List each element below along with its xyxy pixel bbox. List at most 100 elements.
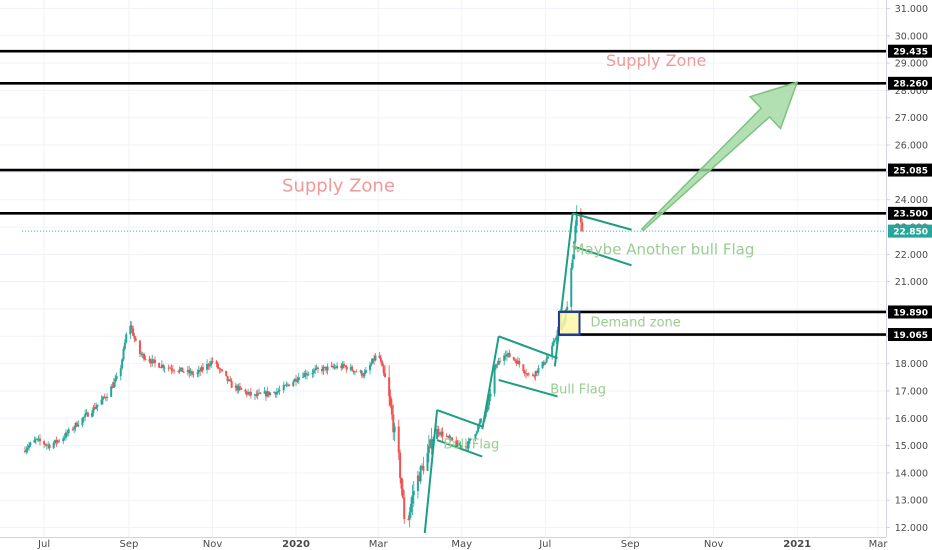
candle-body (247, 392, 250, 395)
candle-body (422, 465, 425, 471)
candle (474, 433, 477, 442)
candle (55, 436, 58, 447)
price-tick-label: 27.000 (895, 113, 928, 124)
candle (336, 362, 339, 370)
candle-body (73, 427, 76, 430)
candle (553, 338, 556, 343)
candle (296, 376, 299, 384)
candle-body (312, 370, 315, 374)
candle-body (373, 358, 376, 361)
candle (132, 325, 135, 337)
candle (515, 358, 518, 366)
price-tick-label: 15.000 (895, 441, 928, 452)
time-tick-label: 2021 (783, 539, 811, 550)
candle-body (75, 422, 78, 427)
candle (381, 360, 384, 367)
candle (533, 374, 536, 380)
candle-body (493, 367, 496, 394)
candle (66, 430, 69, 437)
candle (504, 350, 507, 360)
candle-body (573, 241, 576, 260)
candle (379, 354, 382, 365)
candle-body (48, 444, 51, 449)
candle-body (401, 488, 404, 498)
candle-body (229, 379, 232, 382)
candle-body (129, 325, 132, 335)
candle-body (353, 371, 356, 373)
candle-body (269, 392, 272, 396)
price-axis[interactable]: 31.000 30.000 29.000 28.000 27.000 26.000 25.0… (886, 0, 932, 550)
candle (352, 370, 355, 375)
pattern-label: Maybe Another bull Flag (572, 240, 755, 258)
candle-body (253, 394, 256, 396)
candle-body (292, 381, 295, 387)
candle-body (125, 334, 128, 343)
candle-body (43, 441, 46, 445)
candle-body (123, 342, 126, 349)
time-tick-label: Sep (120, 539, 139, 550)
candle-body (526, 373, 529, 375)
candle (321, 364, 324, 375)
candle-body (323, 366, 326, 368)
candle-body (178, 369, 181, 372)
candle (160, 360, 163, 369)
candle (382, 363, 385, 377)
candle (349, 363, 352, 372)
candle-body (497, 360, 500, 365)
candle (388, 365, 391, 407)
candle-body (468, 438, 471, 441)
candle-body (408, 512, 411, 520)
candle-body (542, 361, 545, 365)
candle-body (248, 391, 251, 393)
candle (273, 391, 276, 394)
candle (82, 416, 85, 423)
time-axis[interactable]: Jul Sep Nov 2020 Mar May Jul Sep Nov 2021 Mar (0, 537, 888, 550)
candle-body (464, 445, 467, 448)
candle-body (393, 426, 396, 433)
price-tick-label: 17.000 (895, 386, 928, 397)
candle (467, 437, 470, 452)
candle (522, 363, 525, 374)
candle-body (190, 371, 193, 375)
candle-body (63, 437, 66, 439)
level-badge: 19.890 (893, 308, 928, 318)
candle (545, 353, 548, 364)
candle-body (527, 373, 530, 375)
candle (427, 434, 430, 463)
candle (33, 436, 36, 443)
candle-body (207, 364, 210, 367)
candle-body (249, 391, 252, 396)
candle-body (552, 341, 555, 346)
candle (436, 425, 439, 440)
target-arrow (640, 81, 799, 232)
price-tick-label: 26.000 (895, 141, 928, 152)
candle (332, 363, 335, 370)
candle (43, 439, 46, 449)
candle (512, 356, 515, 362)
candle (419, 465, 422, 485)
candle-body (277, 391, 280, 392)
candle (284, 384, 287, 386)
candle (86, 411, 89, 418)
candle (215, 359, 218, 368)
candle (177, 370, 180, 374)
candle-body (274, 392, 277, 395)
drawing-shapes (557, 81, 799, 336)
candle-body (533, 375, 536, 377)
candle (525, 368, 528, 379)
candle (374, 353, 377, 362)
candle-body (430, 439, 433, 449)
candle (103, 393, 106, 399)
candle (456, 439, 459, 448)
candle-body (216, 363, 219, 369)
candle (190, 369, 193, 377)
candle (429, 438, 432, 448)
candle (342, 361, 345, 369)
candle (362, 372, 365, 379)
candle (225, 370, 228, 377)
candle (180, 367, 183, 372)
candle-body (459, 445, 462, 447)
candle-body (286, 384, 289, 386)
candle (210, 357, 213, 369)
candle-body (504, 355, 507, 357)
